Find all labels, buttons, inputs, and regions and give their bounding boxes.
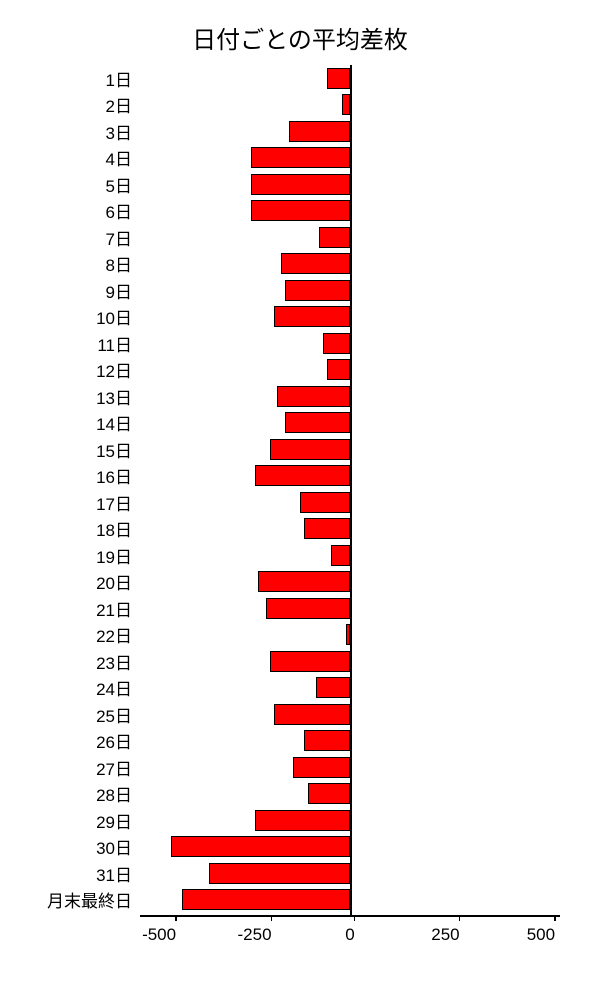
bar-label: 22日 (96, 622, 132, 647)
bar (342, 94, 350, 115)
bar (304, 730, 350, 751)
bar-label: 19日 (96, 543, 132, 568)
bar-label: 11日 (97, 331, 132, 356)
bar-label: 20日 (96, 569, 132, 594)
bar (327, 359, 350, 380)
bar (285, 280, 350, 301)
bar-label: 3日 (106, 119, 132, 144)
bar-label: 24日 (96, 675, 132, 700)
bar (293, 757, 350, 778)
bar (316, 677, 350, 698)
chart-title: 日付ごとの平均差枚 (0, 0, 600, 65)
bar (300, 492, 350, 513)
bar (281, 253, 350, 274)
bar (323, 333, 350, 354)
bar (251, 174, 350, 195)
bar (289, 121, 350, 142)
bar (304, 518, 350, 539)
x-tick: 250 (445, 915, 473, 945)
bar-label: 6日 (106, 198, 132, 223)
bar-label: 7日 (106, 225, 132, 250)
x-tick-label: 0 (345, 925, 354, 945)
bar-label: 25日 (96, 702, 132, 727)
chart-container: 日付ごとの平均差枚 1日2日3日4日5日6日7日8日9日10日11日12日13日… (0, 0, 600, 1000)
bar (182, 889, 350, 910)
bar-label: 1日 (106, 66, 132, 91)
bar (331, 545, 350, 566)
x-tick-label: -500 (142, 925, 176, 945)
bar (258, 571, 350, 592)
bar-label: 21日 (96, 596, 132, 621)
x-tick-label: -250 (238, 925, 272, 945)
bar (171, 836, 350, 857)
bar-label: 14日 (96, 410, 132, 435)
bar-label: 10日 (96, 304, 132, 329)
x-axis-line (140, 915, 560, 917)
bar (319, 227, 350, 248)
bar (209, 863, 350, 884)
bar (285, 412, 350, 433)
bar (270, 439, 350, 460)
bar-label: 2日 (106, 92, 132, 117)
x-tick: -250 (255, 915, 289, 945)
bar (255, 810, 350, 831)
bar (327, 68, 350, 89)
bar-label: 27日 (96, 755, 132, 780)
x-tick-label: 500 (527, 925, 555, 945)
x-tick: 500 (541, 915, 569, 945)
bar (251, 147, 350, 168)
bar-label: 9日 (106, 278, 132, 303)
bar-label: 12日 (96, 357, 132, 382)
x-tick: 0 (350, 915, 359, 945)
bar-label: 4日 (106, 145, 132, 170)
bar-label: 17日 (96, 490, 132, 515)
bar (251, 200, 350, 221)
bar-label: 31日 (96, 861, 132, 886)
bar-label: 5日 (106, 172, 132, 197)
bar-label: 月末最終日 (47, 887, 132, 912)
bar-label: 8日 (106, 251, 132, 276)
x-tick-label: 250 (431, 925, 459, 945)
bar-label: 15日 (96, 437, 132, 462)
bar-label: 13日 (96, 384, 132, 409)
bar (270, 651, 350, 672)
x-tick: -500 (159, 915, 193, 945)
bar-label: 23日 (96, 649, 132, 674)
bar (277, 386, 350, 407)
bar-label: 28日 (96, 781, 132, 806)
bar (308, 783, 350, 804)
bar-label: 30日 (96, 834, 132, 859)
bar-label: 16日 (96, 463, 132, 488)
y-axis-line (350, 65, 352, 915)
bar (255, 465, 350, 486)
bar (274, 704, 350, 725)
bar (266, 598, 350, 619)
plot-area: 1日2日3日4日5日6日7日8日9日10日11日12日13日14日15日16日1… (140, 65, 560, 945)
bar (274, 306, 350, 327)
bar-label: 18日 (96, 516, 132, 541)
bar-label: 29日 (96, 808, 132, 833)
bar-label: 26日 (96, 728, 132, 753)
